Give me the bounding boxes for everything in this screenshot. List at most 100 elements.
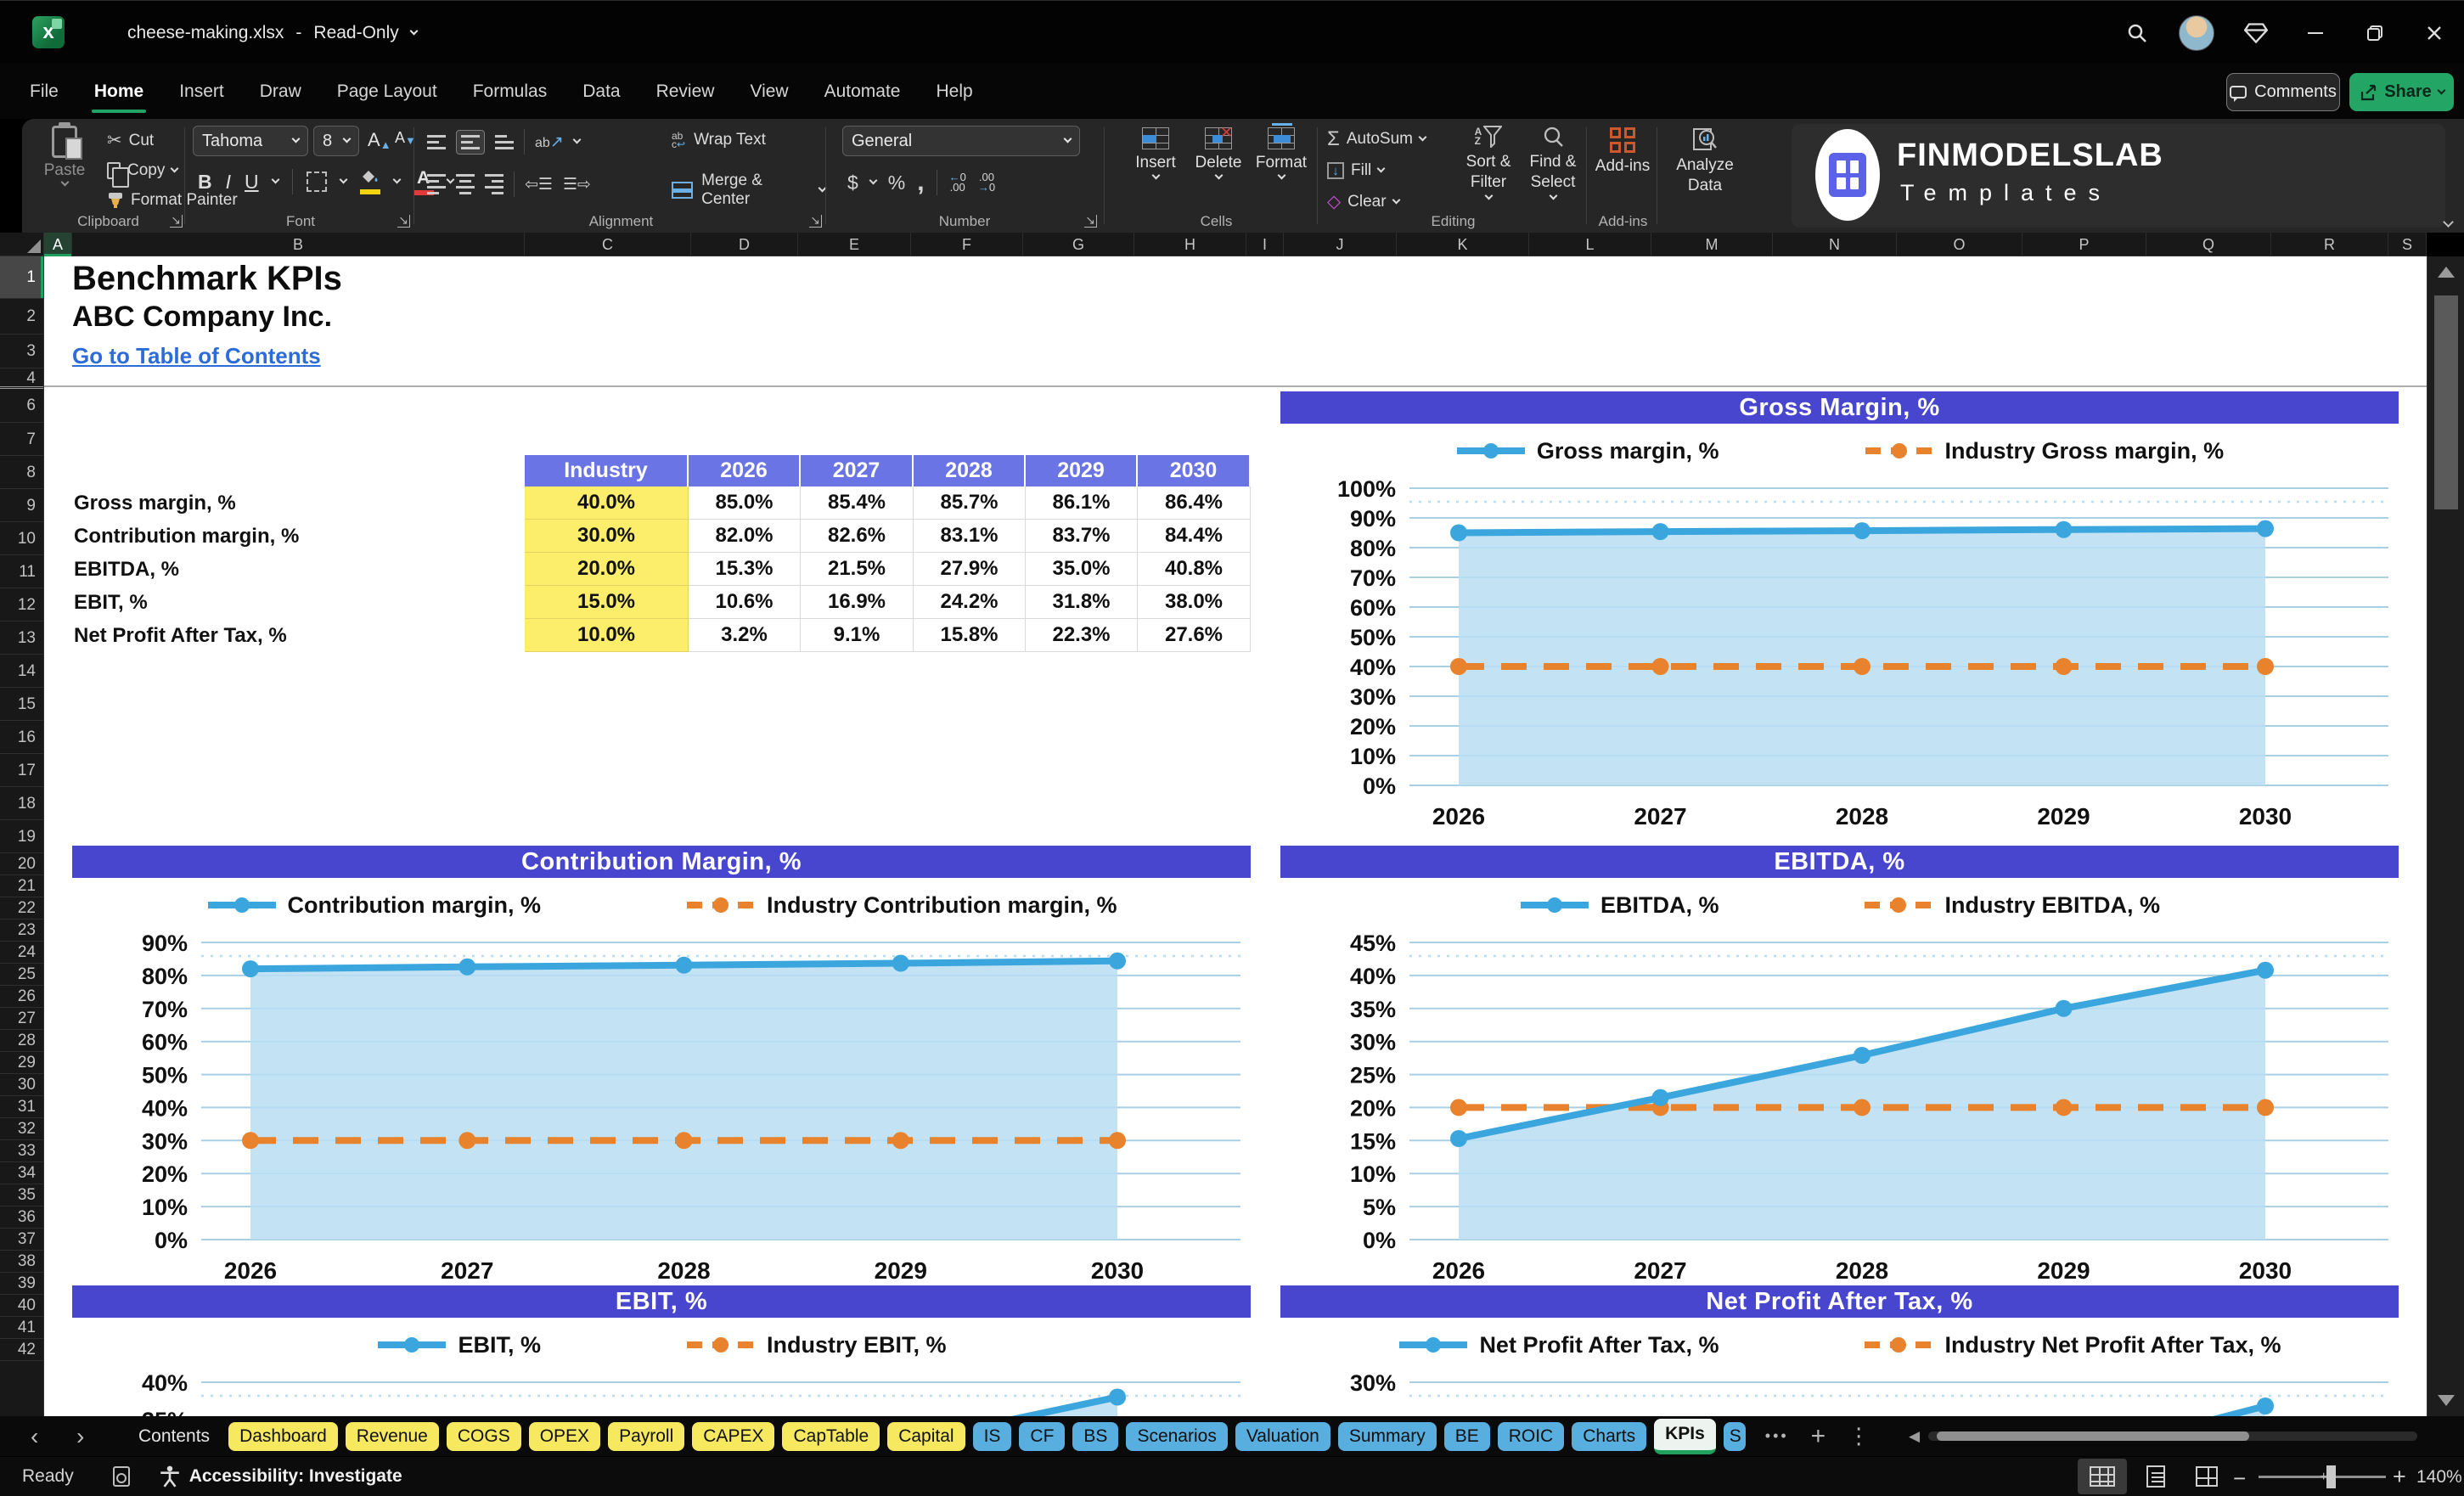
orientation-button[interactable]: ab↗ — [535, 132, 564, 151]
row-header-26[interactable]: 26 — [0, 986, 43, 1008]
table-row-label[interactable]: Contribution margin, % — [74, 524, 300, 548]
row-header-28[interactable]: 28 — [0, 1030, 43, 1052]
account-button[interactable] — [2167, 1, 2226, 65]
row-header-15[interactable]: 15 — [0, 688, 43, 721]
row-header-10[interactable]: 10 — [0, 522, 43, 555]
next-sheet-button[interactable]: › — [76, 1422, 85, 1449]
row-header-32[interactable]: 32 — [0, 1118, 43, 1140]
format-cells-button[interactable]: Format — [1252, 123, 1311, 180]
column-header-H[interactable]: H — [1134, 233, 1246, 256]
row-header-35[interactable]: 35 — [0, 1184, 43, 1206]
row-header-25[interactable]: 25 — [0, 964, 43, 986]
sheet-tab-scenarios[interactable]: Scenarios — [1126, 1421, 1228, 1451]
accessibility-status[interactable]: Accessibility: Investigate — [188, 1466, 402, 1486]
currency-format-button[interactable]: $ — [847, 171, 858, 194]
table-cell[interactable]: 86.1% — [1026, 486, 1138, 520]
vertical-scrollbar[interactable] — [2427, 256, 2464, 1416]
sheet-tab-payroll[interactable]: Payroll — [608, 1421, 685, 1451]
table-cell[interactable]: 38.0% — [1138, 586, 1251, 619]
table-header-2030[interactable]: 2030 — [1138, 455, 1251, 486]
row-header-42[interactable]: 42 — [0, 1339, 43, 1361]
normal-view-button[interactable] — [2078, 1459, 2127, 1494]
column-header-E[interactable]: E — [798, 233, 911, 256]
macro-record-icon[interactable] — [112, 1466, 130, 1487]
comments-button[interactable]: Comments — [2226, 73, 2340, 111]
decrease-indent-button[interactable]: ⇦☰ — [525, 175, 553, 194]
hscroll-left-icon[interactable]: ◀ — [1909, 1427, 1921, 1444]
sheet-tab-charts[interactable]: Charts — [1572, 1421, 1647, 1451]
row-header-31[interactable]: 31 — [0, 1096, 43, 1118]
close-button[interactable] — [2405, 1, 2464, 65]
column-header-C[interactable]: C — [525, 233, 691, 256]
column-header-D[interactable]: D — [691, 233, 798, 256]
alignment-dialog-launcher[interactable]: ↘ — [809, 214, 822, 228]
sheet-tab-cogs[interactable]: COGS — [446, 1421, 521, 1451]
comma-format-button[interactable]: , — [917, 168, 925, 196]
column-header-R[interactable]: R — [2271, 233, 2388, 256]
row-header-27[interactable]: 27 — [0, 1008, 43, 1030]
menu-tab-home[interactable]: Home — [76, 64, 161, 119]
sheet-tab-contents[interactable]: Contents — [138, 1426, 211, 1446]
borders-chevron-icon[interactable] — [339, 175, 348, 184]
row-header-22[interactable]: 22 — [0, 897, 43, 920]
chart-gross-margin[interactable]: Gross Margin, % Gross margin, % Industry G… — [1280, 391, 2399, 839]
sheet-canvas[interactable]: Benchmark KPIs ABC Company Inc. Go to Ta… — [44, 256, 2427, 1416]
restore-button[interactable] — [2345, 1, 2405, 65]
new-sheet-button[interactable]: + — [1810, 1421, 1826, 1450]
row-header-34[interactable]: 34 — [0, 1162, 43, 1184]
middle-align-button[interactable] — [456, 129, 485, 155]
table-cell[interactable]: 86.4% — [1138, 486, 1251, 520]
scroll-up-icon[interactable] — [2438, 267, 2455, 278]
column-header-N[interactable]: N — [1773, 233, 1897, 256]
font-family-select[interactable]: Tahoma — [193, 126, 308, 156]
fill-button[interactable]: ↓ Fill — [1327, 157, 1426, 183]
font-color-button[interactable]: A — [413, 168, 434, 195]
column-header-F[interactable]: F — [911, 233, 1023, 256]
sheet-tab-be[interactable]: BE — [1443, 1421, 1490, 1451]
more-sheets-icon[interactable]: ••• — [1764, 1427, 1789, 1444]
chart-ebit[interactable]: EBIT, %EBIT, %Industry EBIT, %40%35%30%2… — [72, 1285, 1251, 1416]
wrap-text-button[interactable]: ab c↩ Wrap Text — [672, 131, 766, 149]
fill-color-button[interactable] — [359, 169, 380, 194]
menu-tab-review[interactable]: Review — [655, 81, 715, 101]
zoom-slider-thumb[interactable] — [2326, 1465, 2336, 1488]
orientation-chevron-icon[interactable] — [572, 135, 582, 144]
table-cell[interactable]: 84.4% — [1138, 520, 1251, 553]
borders-button[interactable] — [306, 172, 327, 192]
addins-button[interactable]: Add-ins — [1595, 127, 1651, 176]
column-header-I[interactable]: I — [1246, 233, 1284, 256]
font-dialog-launcher[interactable]: ↘ — [397, 214, 410, 228]
align-left-button[interactable] — [427, 174, 446, 194]
column-header-G[interactable]: G — [1023, 233, 1134, 256]
table-header-2029[interactable]: 2029 — [1026, 455, 1138, 486]
table-cell[interactable]: 82.0% — [689, 520, 801, 553]
increase-indent-button[interactable]: ☰⇨ — [562, 175, 591, 194]
bold-button[interactable]: B — [198, 170, 212, 193]
table-row-label[interactable]: EBIT, % — [74, 590, 148, 614]
zoom-in-button[interactable]: + — [2393, 1464, 2406, 1489]
fill-color-chevron-icon[interactable] — [392, 175, 402, 184]
row-header-39[interactable]: 39 — [0, 1273, 43, 1295]
row-header-41[interactable]: 41 — [0, 1317, 43, 1339]
table-of-contents-link[interactable]: Go to Table of Contents — [72, 343, 321, 368]
vertical-scroll-thumb[interactable] — [2434, 295, 2458, 509]
cut-button[interactable]: ✂ Cut — [107, 127, 238, 154]
delete-cells-button[interactable]: ✕ Delete — [1189, 125, 1248, 180]
share-button[interactable]: Share — [2349, 73, 2454, 111]
zoom-level[interactable]: 140% — [2416, 1467, 2462, 1487]
table-row-label[interactable]: Gross margin, % — [74, 491, 236, 515]
sheet-tab-revenue[interactable]: Revenue — [345, 1421, 439, 1451]
row-header-33[interactable]: 33 — [0, 1140, 43, 1162]
table-cell-industry[interactable]: 30.0% — [525, 520, 689, 553]
horizontal-scroll-thumb[interactable] — [1937, 1431, 2250, 1441]
row-header-12[interactable]: 12 — [0, 588, 43, 621]
number-format-select[interactable]: General — [842, 126, 1080, 156]
table-cell[interactable]: 31.8% — [1026, 586, 1138, 619]
row-header-3[interactable]: 3 — [0, 335, 43, 368]
row-header-38[interactable]: 38 — [0, 1251, 43, 1273]
sheet-tab-bs[interactable]: BS — [1072, 1421, 1119, 1451]
column-header-L[interactable]: L — [1529, 233, 1651, 256]
chart-net-profit-after-tax[interactable]: Net Profit After Tax, % Net Profit After … — [1280, 1285, 2399, 1416]
page-break-view-button[interactable] — [2182, 1459, 2231, 1494]
row-header-13[interactable]: 13 — [0, 621, 43, 655]
